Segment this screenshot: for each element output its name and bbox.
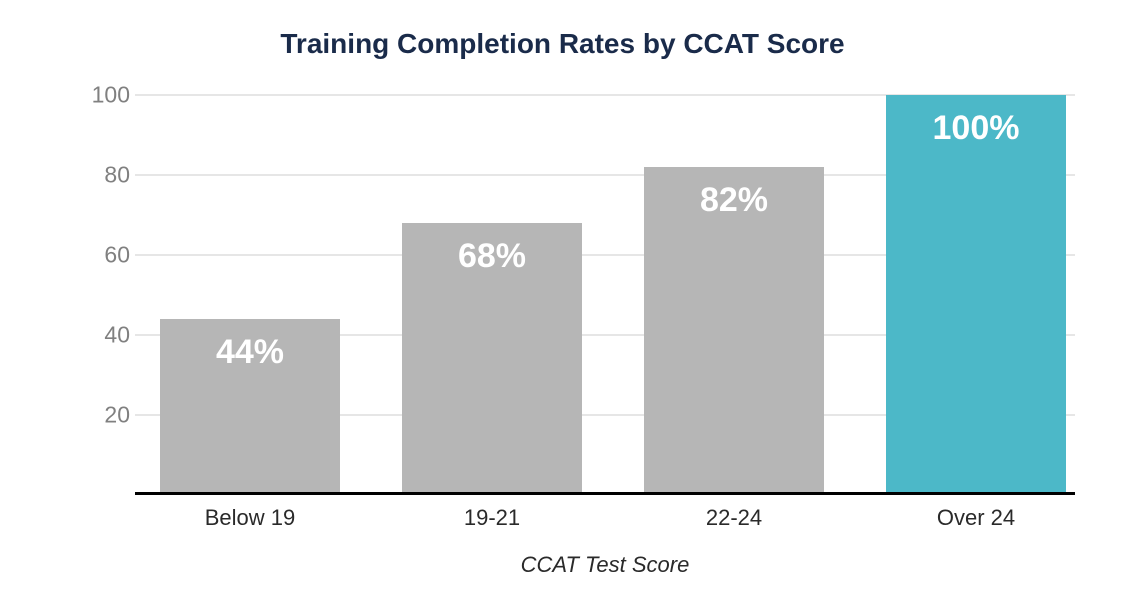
bar: 82% <box>644 167 824 495</box>
plot-area: 44% 68% 82% 100% <box>135 95 1075 495</box>
y-tick-label: 40 <box>104 322 130 349</box>
y-tick-label: 20 <box>104 402 130 429</box>
bar-value-label: 44% <box>160 333 340 372</box>
bar: 44% <box>160 319 340 495</box>
chart-title: Training Completion Rates by CCAT Score <box>0 28 1125 60</box>
bars-group: 44% 68% 82% 100% <box>135 95 1075 495</box>
bar-value-label: 82% <box>644 181 824 220</box>
bar: 100% <box>886 95 1066 495</box>
x-category-label: 22-24 <box>706 505 762 531</box>
bar: 68% <box>402 223 582 495</box>
x-category-label: Over 24 <box>937 505 1015 531</box>
x-category-label: 19-21 <box>464 505 520 531</box>
y-axis: 20406080100 <box>95 95 130 495</box>
bar-value-label: 68% <box>402 237 582 276</box>
y-tick-label: 60 <box>104 242 130 269</box>
y-tick-label: 100 <box>92 82 130 109</box>
x-axis-title: CCAT Test Score <box>135 552 1075 578</box>
chart-container: Training Completion Rates by CCAT Score … <box>0 0 1125 604</box>
y-tick-label: 80 <box>104 162 130 189</box>
x-category-label: Below 19 <box>205 505 296 531</box>
bar-value-label: 100% <box>886 109 1066 148</box>
x-axis-baseline <box>135 492 1075 495</box>
